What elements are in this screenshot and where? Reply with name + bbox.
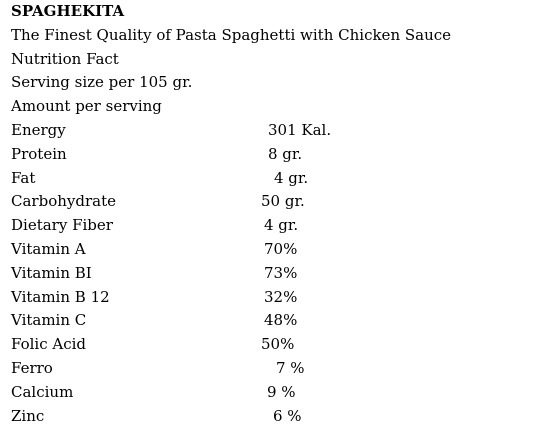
nutrient-value: 48% [264,311,298,330]
nutrient-value: 4 gr. [264,216,299,235]
nutrient-row-fat: Fat 4 gr. [11,167,511,191]
product-subtitle: The Finest Quality of Pasta Spaghetti wi… [11,26,452,44]
nutrient-label: Carbohydrate [11,192,116,211]
nutrient-label: Vitamin BI [11,263,92,282]
amount-per-serving: Amount per serving [11,97,162,115]
nutrient-row-energy: Energy 301 Kal. [11,119,511,143]
nutrient-label: Calcium [11,382,74,401]
nutrient-value: 50% [261,335,295,354]
nutrient-value: 6 % [273,406,302,425]
nutrient-label: Vitamin A [11,239,86,258]
nutrient-label: Zinc [11,406,45,425]
nutrient-list: Energy 301 Kal. Protein 8 gr. Fat 4 gr. … [11,119,511,428]
nutrient-value: 7 % [276,358,305,377]
nutrient-row-folic-acid: Folic Acid 50% [11,333,511,357]
nutrient-label: Vitamin B 12 [11,287,110,306]
nutrient-label: Ferro [11,358,53,377]
nutrient-row-carbohydrate: Carbohydrate 50 gr. [11,190,511,214]
nutrient-value: 9 % [267,382,296,401]
nutrient-label: Folic Acid [11,335,87,354]
nutrient-label: Fat [11,168,36,187]
nutrient-label: Energy [11,121,66,139]
nutrient-row-zinc: Zinc 6 % [11,405,511,429]
serving-size: Serving size per 105 gr. [11,73,193,91]
nutrient-value: 70% [264,239,298,258]
nutrient-value: 50 gr. [261,192,305,211]
nutrient-value: 73% [264,263,298,282]
nutrient-row-vitamin-bi: Vitamin BI 73% [11,262,511,286]
nutrient-value: 301 Kal. [268,121,332,139]
nutrition-heading: Nutrition Fact [11,50,119,68]
nutrient-row-vitamin-b12: Vitamin B 12 32% [11,286,511,310]
nutrient-row-ferro: Ferro 7 % [11,357,511,381]
nutrient-value: 4 gr. [274,168,309,187]
nutrient-label: Protein [11,144,67,163]
product-title: SPAGHEKITA [11,2,125,20]
nutrient-label: Vitamin C [11,311,87,330]
nutrient-row-calcium: Calcium 9 % [11,381,511,405]
nutrient-value: 32% [264,287,298,306]
nutrient-value: 8 gr. [268,144,303,163]
nutrient-row-protein: Protein 8 gr. [11,143,511,167]
nutrient-label: Dietary Fiber [11,216,113,235]
nutrient-row-dietary-fiber: Dietary Fiber 4 gr. [11,214,511,238]
nutrient-row-vitamin-c: Vitamin C 48% [11,309,511,333]
nutrient-row-vitamin-a: Vitamin A 70% [11,238,511,262]
